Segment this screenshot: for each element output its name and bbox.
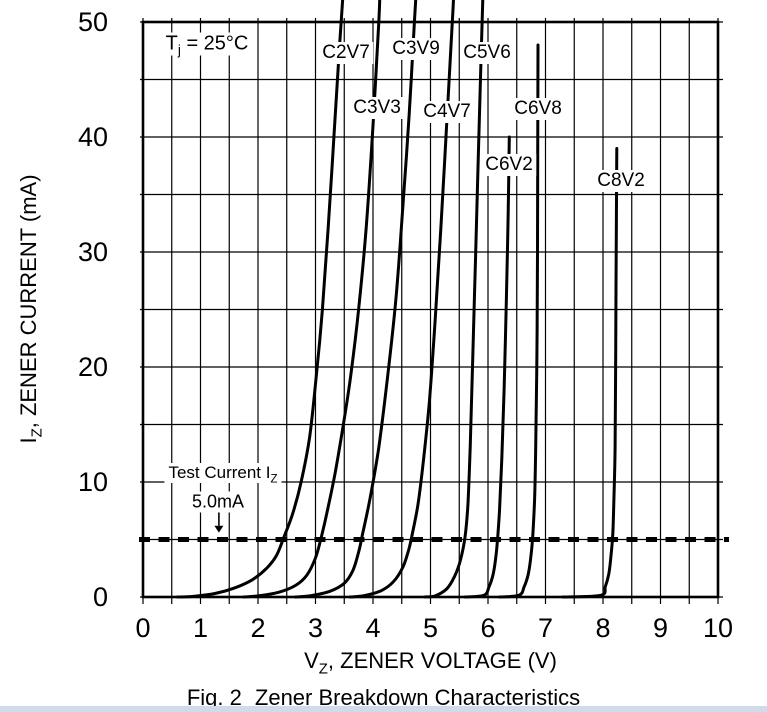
curve-c3v3	[242, 0, 382, 599]
y-axis-title: IZ, ZENER CURRENT (mA)	[16, 174, 46, 444]
curve-c2v7	[176, 0, 345, 599]
curve-c8v2	[561, 147, 619, 599]
x-axis-title: VZ, ZENER VOLTAGE (V)	[304, 648, 557, 678]
figure-title: Zener Breakdown Characteristics	[254, 685, 581, 710]
figure-caption: Fig. 2 Zener Breakdown Characteristics	[0, 685, 767, 711]
page-edge-strip	[0, 706, 767, 712]
curve-c4v7	[348, 0, 455, 599]
curve-c3v9	[293, 0, 418, 599]
curve-c5v6	[423, 0, 485, 599]
curve-c6v2	[463, 135, 511, 599]
curve-c6v8	[498, 43, 540, 599]
test-current-arrow-head	[214, 525, 224, 533]
figure-number: Fig. 2	[186, 685, 242, 710]
